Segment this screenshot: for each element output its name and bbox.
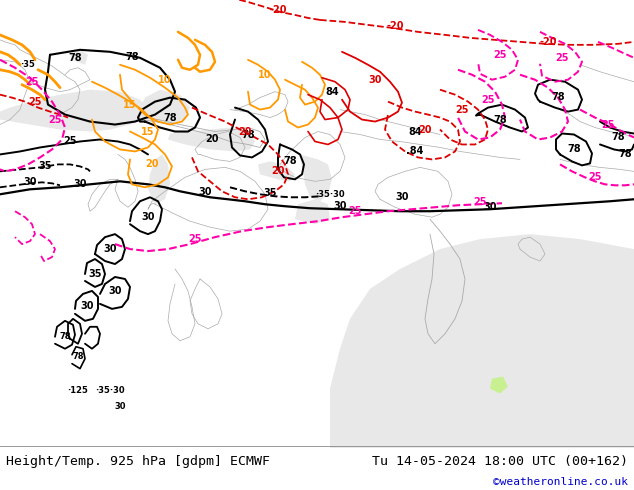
Polygon shape [295,199,330,224]
Text: 35: 35 [88,269,101,279]
Text: 20: 20 [145,159,158,170]
Text: 20: 20 [418,124,432,135]
Text: 25: 25 [588,172,602,182]
Text: 84: 84 [325,87,339,97]
Text: 25: 25 [29,97,42,107]
Text: 78: 78 [163,113,177,122]
Text: 30: 30 [114,402,126,411]
Text: 30: 30 [108,286,122,296]
Polygon shape [258,161,295,181]
Text: 30: 30 [333,201,347,211]
Text: 15: 15 [123,99,137,110]
Text: 15: 15 [141,126,155,137]
Text: 25: 25 [188,234,202,244]
Text: 35: 35 [38,161,52,172]
Text: ·125: ·125 [68,386,88,395]
Text: 20: 20 [238,126,252,137]
Text: ·35·30: ·35·30 [95,386,125,395]
Text: 78: 78 [68,53,82,63]
Text: 78: 78 [493,115,507,124]
Text: 30: 30 [395,192,409,202]
Polygon shape [0,90,150,131]
Text: 78: 78 [241,129,255,140]
Text: 78: 78 [283,156,297,167]
Text: 25: 25 [555,53,569,63]
Text: -20: -20 [386,21,404,31]
Text: .84: .84 [406,147,424,156]
Polygon shape [70,50,88,65]
Text: -20: -20 [269,5,287,15]
Text: 78: 78 [618,149,632,159]
Text: Height/Temp. 925 hPa [gdpm] ECMWF: Height/Temp. 925 hPa [gdpm] ECMWF [6,455,270,468]
Text: 30: 30 [198,187,212,197]
Text: 30: 30 [81,301,94,311]
Text: Tu 14-05-2024 18:00 UTC (00+162): Tu 14-05-2024 18:00 UTC (00+162) [372,455,628,468]
Text: 30: 30 [483,202,497,212]
Text: 20: 20 [205,134,219,145]
Text: 78: 78 [72,352,84,361]
Text: 25: 25 [63,137,77,147]
Text: 78: 78 [59,332,71,341]
Text: 78: 78 [611,132,625,143]
Text: 20: 20 [271,167,285,176]
Text: 84: 84 [408,126,422,137]
Polygon shape [140,90,190,124]
Polygon shape [168,127,255,151]
Text: 25: 25 [481,95,495,105]
Text: ·35: ·35 [20,60,36,69]
Text: ©weatheronline.co.uk: ©weatheronline.co.uk [493,477,628,487]
Text: 78: 78 [567,145,581,154]
Text: 30: 30 [141,212,155,222]
Polygon shape [300,154,332,201]
Text: 10: 10 [258,70,272,80]
Text: 30: 30 [23,177,37,187]
Polygon shape [490,377,508,393]
Text: 25: 25 [348,206,362,216]
Text: 30: 30 [368,74,382,85]
Polygon shape [330,234,634,448]
Text: 25: 25 [455,104,469,115]
Text: 25: 25 [48,115,61,124]
Text: 10: 10 [158,74,172,85]
Text: 35: 35 [263,188,277,198]
Text: 25: 25 [473,197,487,207]
Text: 78: 78 [125,52,139,62]
Text: 25: 25 [493,50,507,60]
Polygon shape [148,154,170,204]
Text: -20: -20 [540,37,557,47]
Text: 30: 30 [74,179,87,189]
Text: 25: 25 [601,120,615,129]
Text: 78: 78 [551,92,565,101]
Text: 30: 30 [103,244,117,254]
Text: ·35·30: ·35·30 [315,190,345,199]
Text: 25: 25 [25,77,39,87]
